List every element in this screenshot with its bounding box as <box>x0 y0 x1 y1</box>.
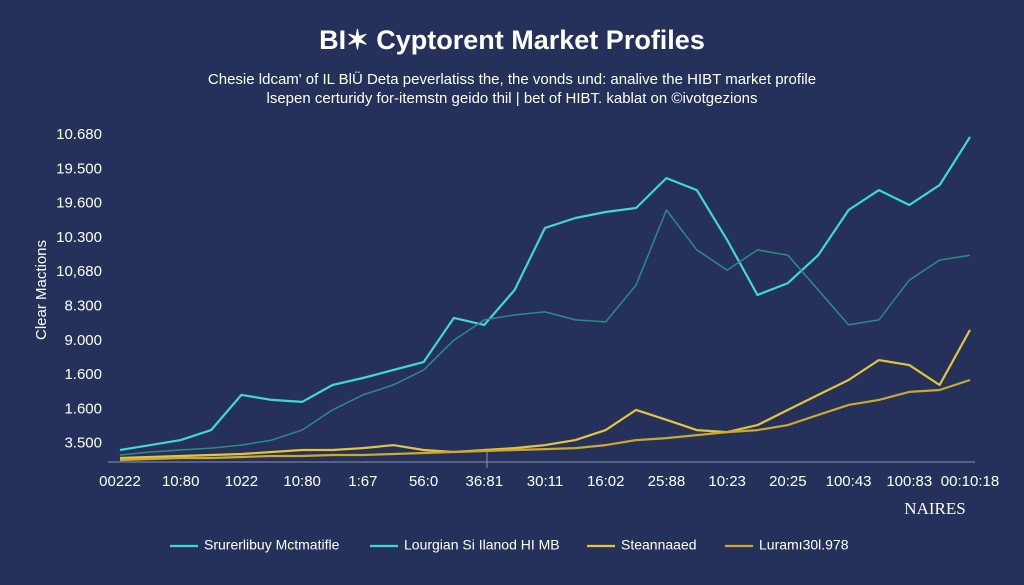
y-tick-label: 9.000 <box>64 332 102 349</box>
x-tick-label: 00222 <box>99 473 141 490</box>
series-line <box>119 136 971 452</box>
legend-label: Steannaaed <box>621 537 697 553</box>
y-tick-label: 10,680 <box>56 263 102 280</box>
x-tick-label: 1:67 <box>348 473 377 490</box>
x-tick-label: 20:25 <box>769 473 807 490</box>
logo: NAIRES <box>904 499 965 518</box>
x-tick-label: 10:23 <box>708 473 746 490</box>
series-line <box>119 209 971 456</box>
y-tick-label: 19.500 <box>56 160 102 177</box>
chart-title: BI✶ Cyptorent Market Profiles <box>319 25 705 55</box>
legend-label: Luramı30l.978 <box>759 537 849 553</box>
y-axis-title: Clear Mactions <box>33 240 50 340</box>
series-line <box>119 378 971 462</box>
subtitle: lsepen certuridy for-itemstn geido thil … <box>266 90 757 107</box>
legend-label: Srurerlibuy Mctmatifle <box>204 537 340 553</box>
x-tick-label: 1022 <box>225 473 258 490</box>
x-tick-label: 10:80 <box>162 473 200 490</box>
subtitle: Chesie ldcam' of IL BlÜ Deta peverlatiss… <box>208 70 816 88</box>
y-tick-label: 10.680 <box>56 126 102 143</box>
x-tick-label: 30:11 <box>527 473 563 490</box>
x-tick-label: 16:02 <box>587 473 625 490</box>
x-tick-label: 10:80 <box>283 473 321 490</box>
x-tick-label: 100:43 <box>826 473 872 490</box>
y-tick-label: 1.600 <box>64 400 102 417</box>
y-tick-label: 10.300 <box>56 229 102 246</box>
x-tick-label: 25:88 <box>648 473 686 490</box>
legend-label: Lourgian Si Ilanod HI MB <box>404 537 560 553</box>
series-line <box>119 329 971 460</box>
x-tick-label: 56:0 <box>409 473 438 490</box>
y-tick-label: 8.300 <box>64 297 102 314</box>
y-tick-label: 19.600 <box>56 195 102 212</box>
x-tick-label: 36:81 <box>466 473 504 490</box>
x-tick-label: 100:83 <box>886 473 932 490</box>
y-tick-label: 3.500 <box>64 435 102 452</box>
y-tick-label: 1.600 <box>64 366 102 383</box>
x-tick-label: 00:10:18 <box>941 473 999 490</box>
